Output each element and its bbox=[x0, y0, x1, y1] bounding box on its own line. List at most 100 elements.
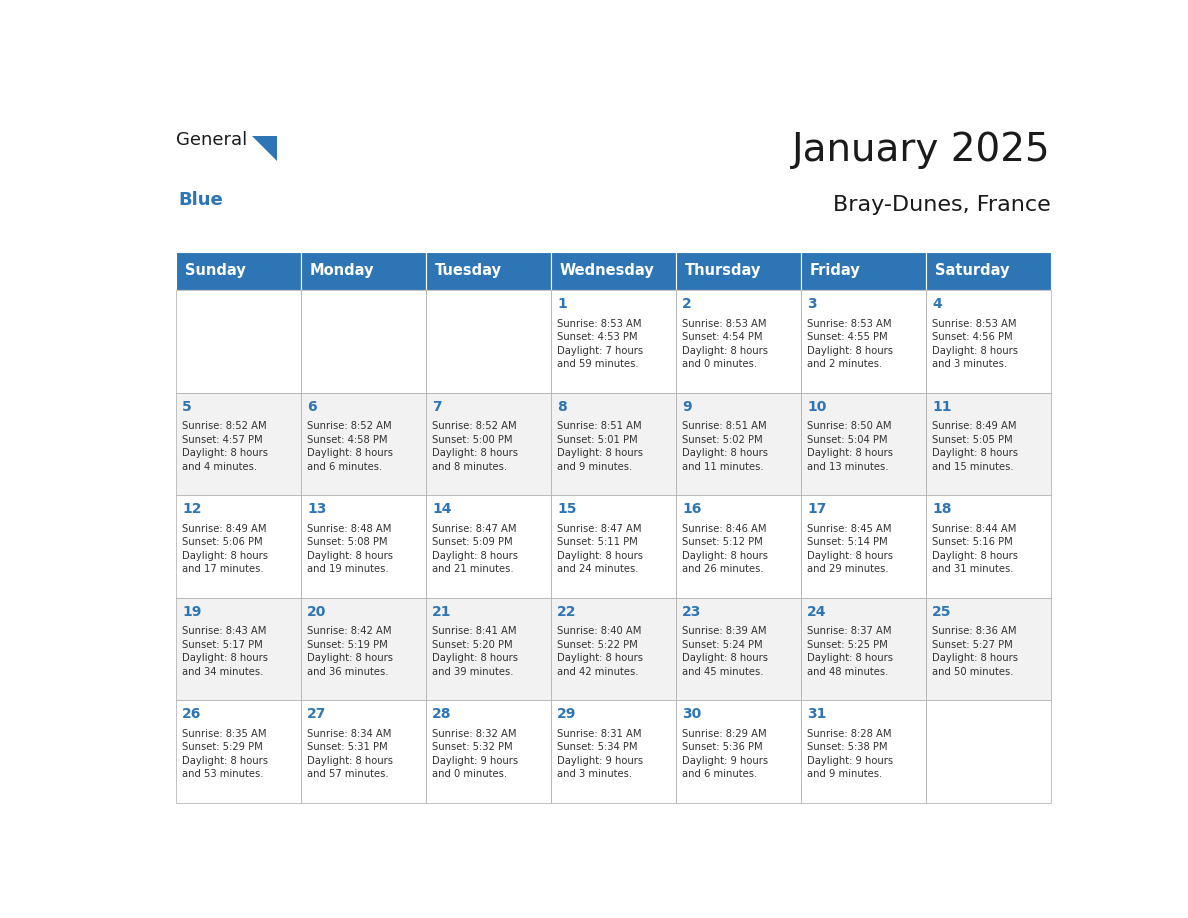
Bar bbox=[925, 393, 1051, 496]
Text: Friday: Friday bbox=[810, 263, 860, 278]
Bar bbox=[551, 700, 676, 803]
Text: 4: 4 bbox=[933, 297, 942, 311]
Text: 26: 26 bbox=[183, 708, 202, 722]
Bar bbox=[301, 496, 426, 598]
Bar bbox=[176, 393, 301, 496]
Text: 16: 16 bbox=[682, 502, 702, 517]
Text: Tuesday: Tuesday bbox=[435, 263, 501, 278]
Text: 9: 9 bbox=[682, 400, 691, 414]
Text: Sunrise: 8:53 AM
Sunset: 4:56 PM
Daylight: 8 hours
and 3 minutes.: Sunrise: 8:53 AM Sunset: 4:56 PM Dayligh… bbox=[933, 319, 1018, 369]
Bar bbox=[426, 496, 551, 598]
Bar bbox=[426, 252, 551, 290]
Text: 10: 10 bbox=[807, 400, 827, 414]
Text: 5: 5 bbox=[183, 400, 192, 414]
Text: Sunrise: 8:43 AM
Sunset: 5:17 PM
Daylight: 8 hours
and 34 minutes.: Sunrise: 8:43 AM Sunset: 5:17 PM Dayligh… bbox=[183, 626, 268, 677]
Bar bbox=[176, 700, 301, 803]
Text: 13: 13 bbox=[308, 502, 327, 517]
Bar bbox=[551, 393, 676, 496]
Bar bbox=[801, 252, 925, 290]
Text: 18: 18 bbox=[933, 502, 952, 517]
Text: 14: 14 bbox=[432, 502, 451, 517]
Bar bbox=[801, 598, 925, 700]
Text: 17: 17 bbox=[807, 502, 827, 517]
Text: 8: 8 bbox=[557, 400, 567, 414]
Text: Saturday: Saturday bbox=[935, 263, 1009, 278]
Text: Sunrise: 8:49 AM
Sunset: 5:05 PM
Daylight: 8 hours
and 15 minutes.: Sunrise: 8:49 AM Sunset: 5:05 PM Dayligh… bbox=[933, 421, 1018, 472]
Text: January 2025: January 2025 bbox=[792, 131, 1051, 169]
Text: Sunrise: 8:36 AM
Sunset: 5:27 PM
Daylight: 8 hours
and 50 minutes.: Sunrise: 8:36 AM Sunset: 5:27 PM Dayligh… bbox=[933, 626, 1018, 677]
Text: Sunrise: 8:42 AM
Sunset: 5:19 PM
Daylight: 8 hours
and 36 minutes.: Sunrise: 8:42 AM Sunset: 5:19 PM Dayligh… bbox=[308, 626, 393, 677]
Text: 31: 31 bbox=[807, 708, 827, 722]
Text: 11: 11 bbox=[933, 400, 952, 414]
Polygon shape bbox=[252, 136, 278, 161]
Bar bbox=[176, 290, 301, 393]
Bar bbox=[925, 252, 1051, 290]
Text: Sunrise: 8:35 AM
Sunset: 5:29 PM
Daylight: 8 hours
and 53 minutes.: Sunrise: 8:35 AM Sunset: 5:29 PM Dayligh… bbox=[183, 729, 268, 779]
Text: Sunrise: 8:28 AM
Sunset: 5:38 PM
Daylight: 9 hours
and 9 minutes.: Sunrise: 8:28 AM Sunset: 5:38 PM Dayligh… bbox=[807, 729, 893, 779]
Text: Sunrise: 8:48 AM
Sunset: 5:08 PM
Daylight: 8 hours
and 19 minutes.: Sunrise: 8:48 AM Sunset: 5:08 PM Dayligh… bbox=[308, 523, 393, 575]
Bar bbox=[676, 598, 801, 700]
Text: Sunrise: 8:34 AM
Sunset: 5:31 PM
Daylight: 8 hours
and 57 minutes.: Sunrise: 8:34 AM Sunset: 5:31 PM Dayligh… bbox=[308, 729, 393, 779]
Text: Sunrise: 8:39 AM
Sunset: 5:24 PM
Daylight: 8 hours
and 45 minutes.: Sunrise: 8:39 AM Sunset: 5:24 PM Dayligh… bbox=[682, 626, 769, 677]
Text: Sunrise: 8:44 AM
Sunset: 5:16 PM
Daylight: 8 hours
and 31 minutes.: Sunrise: 8:44 AM Sunset: 5:16 PM Dayligh… bbox=[933, 523, 1018, 575]
Text: Sunrise: 8:52 AM
Sunset: 4:58 PM
Daylight: 8 hours
and 6 minutes.: Sunrise: 8:52 AM Sunset: 4:58 PM Dayligh… bbox=[308, 421, 393, 472]
Text: Sunrise: 8:53 AM
Sunset: 4:55 PM
Daylight: 8 hours
and 2 minutes.: Sunrise: 8:53 AM Sunset: 4:55 PM Dayligh… bbox=[807, 319, 893, 369]
Text: Sunrise: 8:53 AM
Sunset: 4:54 PM
Daylight: 8 hours
and 0 minutes.: Sunrise: 8:53 AM Sunset: 4:54 PM Dayligh… bbox=[682, 319, 769, 369]
Bar bbox=[551, 598, 676, 700]
Text: 3: 3 bbox=[807, 297, 817, 311]
Text: Sunday: Sunday bbox=[185, 263, 246, 278]
Text: Sunrise: 8:51 AM
Sunset: 5:01 PM
Daylight: 8 hours
and 9 minutes.: Sunrise: 8:51 AM Sunset: 5:01 PM Dayligh… bbox=[557, 421, 643, 472]
Text: Sunrise: 8:52 AM
Sunset: 4:57 PM
Daylight: 8 hours
and 4 minutes.: Sunrise: 8:52 AM Sunset: 4:57 PM Dayligh… bbox=[183, 421, 268, 472]
Bar bbox=[301, 252, 426, 290]
Text: Sunrise: 8:41 AM
Sunset: 5:20 PM
Daylight: 8 hours
and 39 minutes.: Sunrise: 8:41 AM Sunset: 5:20 PM Dayligh… bbox=[432, 626, 518, 677]
Text: Blue: Blue bbox=[178, 192, 222, 209]
Text: 1: 1 bbox=[557, 297, 567, 311]
Text: 30: 30 bbox=[682, 708, 701, 722]
Bar bbox=[176, 252, 301, 290]
Text: Sunrise: 8:50 AM
Sunset: 5:04 PM
Daylight: 8 hours
and 13 minutes.: Sunrise: 8:50 AM Sunset: 5:04 PM Dayligh… bbox=[807, 421, 893, 472]
Text: 25: 25 bbox=[933, 605, 952, 619]
Text: 7: 7 bbox=[432, 400, 442, 414]
Text: Sunrise: 8:45 AM
Sunset: 5:14 PM
Daylight: 8 hours
and 29 minutes.: Sunrise: 8:45 AM Sunset: 5:14 PM Dayligh… bbox=[807, 523, 893, 575]
Text: Wednesday: Wednesday bbox=[560, 263, 655, 278]
Bar bbox=[426, 598, 551, 700]
Text: 20: 20 bbox=[308, 605, 327, 619]
Text: 29: 29 bbox=[557, 708, 576, 722]
Text: 2: 2 bbox=[682, 297, 691, 311]
Text: Sunrise: 8:46 AM
Sunset: 5:12 PM
Daylight: 8 hours
and 26 minutes.: Sunrise: 8:46 AM Sunset: 5:12 PM Dayligh… bbox=[682, 523, 769, 575]
Bar bbox=[301, 393, 426, 496]
Text: Thursday: Thursday bbox=[684, 263, 762, 278]
Text: Sunrise: 8:29 AM
Sunset: 5:36 PM
Daylight: 9 hours
and 6 minutes.: Sunrise: 8:29 AM Sunset: 5:36 PM Dayligh… bbox=[682, 729, 769, 779]
Text: 15: 15 bbox=[557, 502, 576, 517]
Bar bbox=[801, 393, 925, 496]
Text: 21: 21 bbox=[432, 605, 451, 619]
Bar bbox=[551, 290, 676, 393]
Bar bbox=[176, 496, 301, 598]
Bar bbox=[801, 496, 925, 598]
Bar bbox=[676, 700, 801, 803]
Text: 6: 6 bbox=[308, 400, 317, 414]
Text: 23: 23 bbox=[682, 605, 702, 619]
Bar bbox=[801, 700, 925, 803]
Text: 12: 12 bbox=[183, 502, 202, 517]
Bar bbox=[925, 598, 1051, 700]
Bar bbox=[925, 290, 1051, 393]
Bar bbox=[925, 700, 1051, 803]
Bar bbox=[301, 700, 426, 803]
Bar bbox=[801, 290, 925, 393]
Bar bbox=[551, 496, 676, 598]
Bar bbox=[676, 496, 801, 598]
Text: Sunrise: 8:47 AM
Sunset: 5:09 PM
Daylight: 8 hours
and 21 minutes.: Sunrise: 8:47 AM Sunset: 5:09 PM Dayligh… bbox=[432, 523, 518, 575]
Text: Sunrise: 8:32 AM
Sunset: 5:32 PM
Daylight: 9 hours
and 0 minutes.: Sunrise: 8:32 AM Sunset: 5:32 PM Dayligh… bbox=[432, 729, 518, 779]
Bar bbox=[426, 393, 551, 496]
Text: 27: 27 bbox=[308, 708, 327, 722]
Bar bbox=[176, 598, 301, 700]
Bar bbox=[551, 252, 676, 290]
Text: Bray-Dunes, France: Bray-Dunes, France bbox=[833, 195, 1051, 215]
Bar bbox=[676, 393, 801, 496]
Bar bbox=[426, 290, 551, 393]
Text: Sunrise: 8:31 AM
Sunset: 5:34 PM
Daylight: 9 hours
and 3 minutes.: Sunrise: 8:31 AM Sunset: 5:34 PM Dayligh… bbox=[557, 729, 644, 779]
Bar bbox=[301, 598, 426, 700]
Bar bbox=[676, 290, 801, 393]
Bar bbox=[301, 290, 426, 393]
